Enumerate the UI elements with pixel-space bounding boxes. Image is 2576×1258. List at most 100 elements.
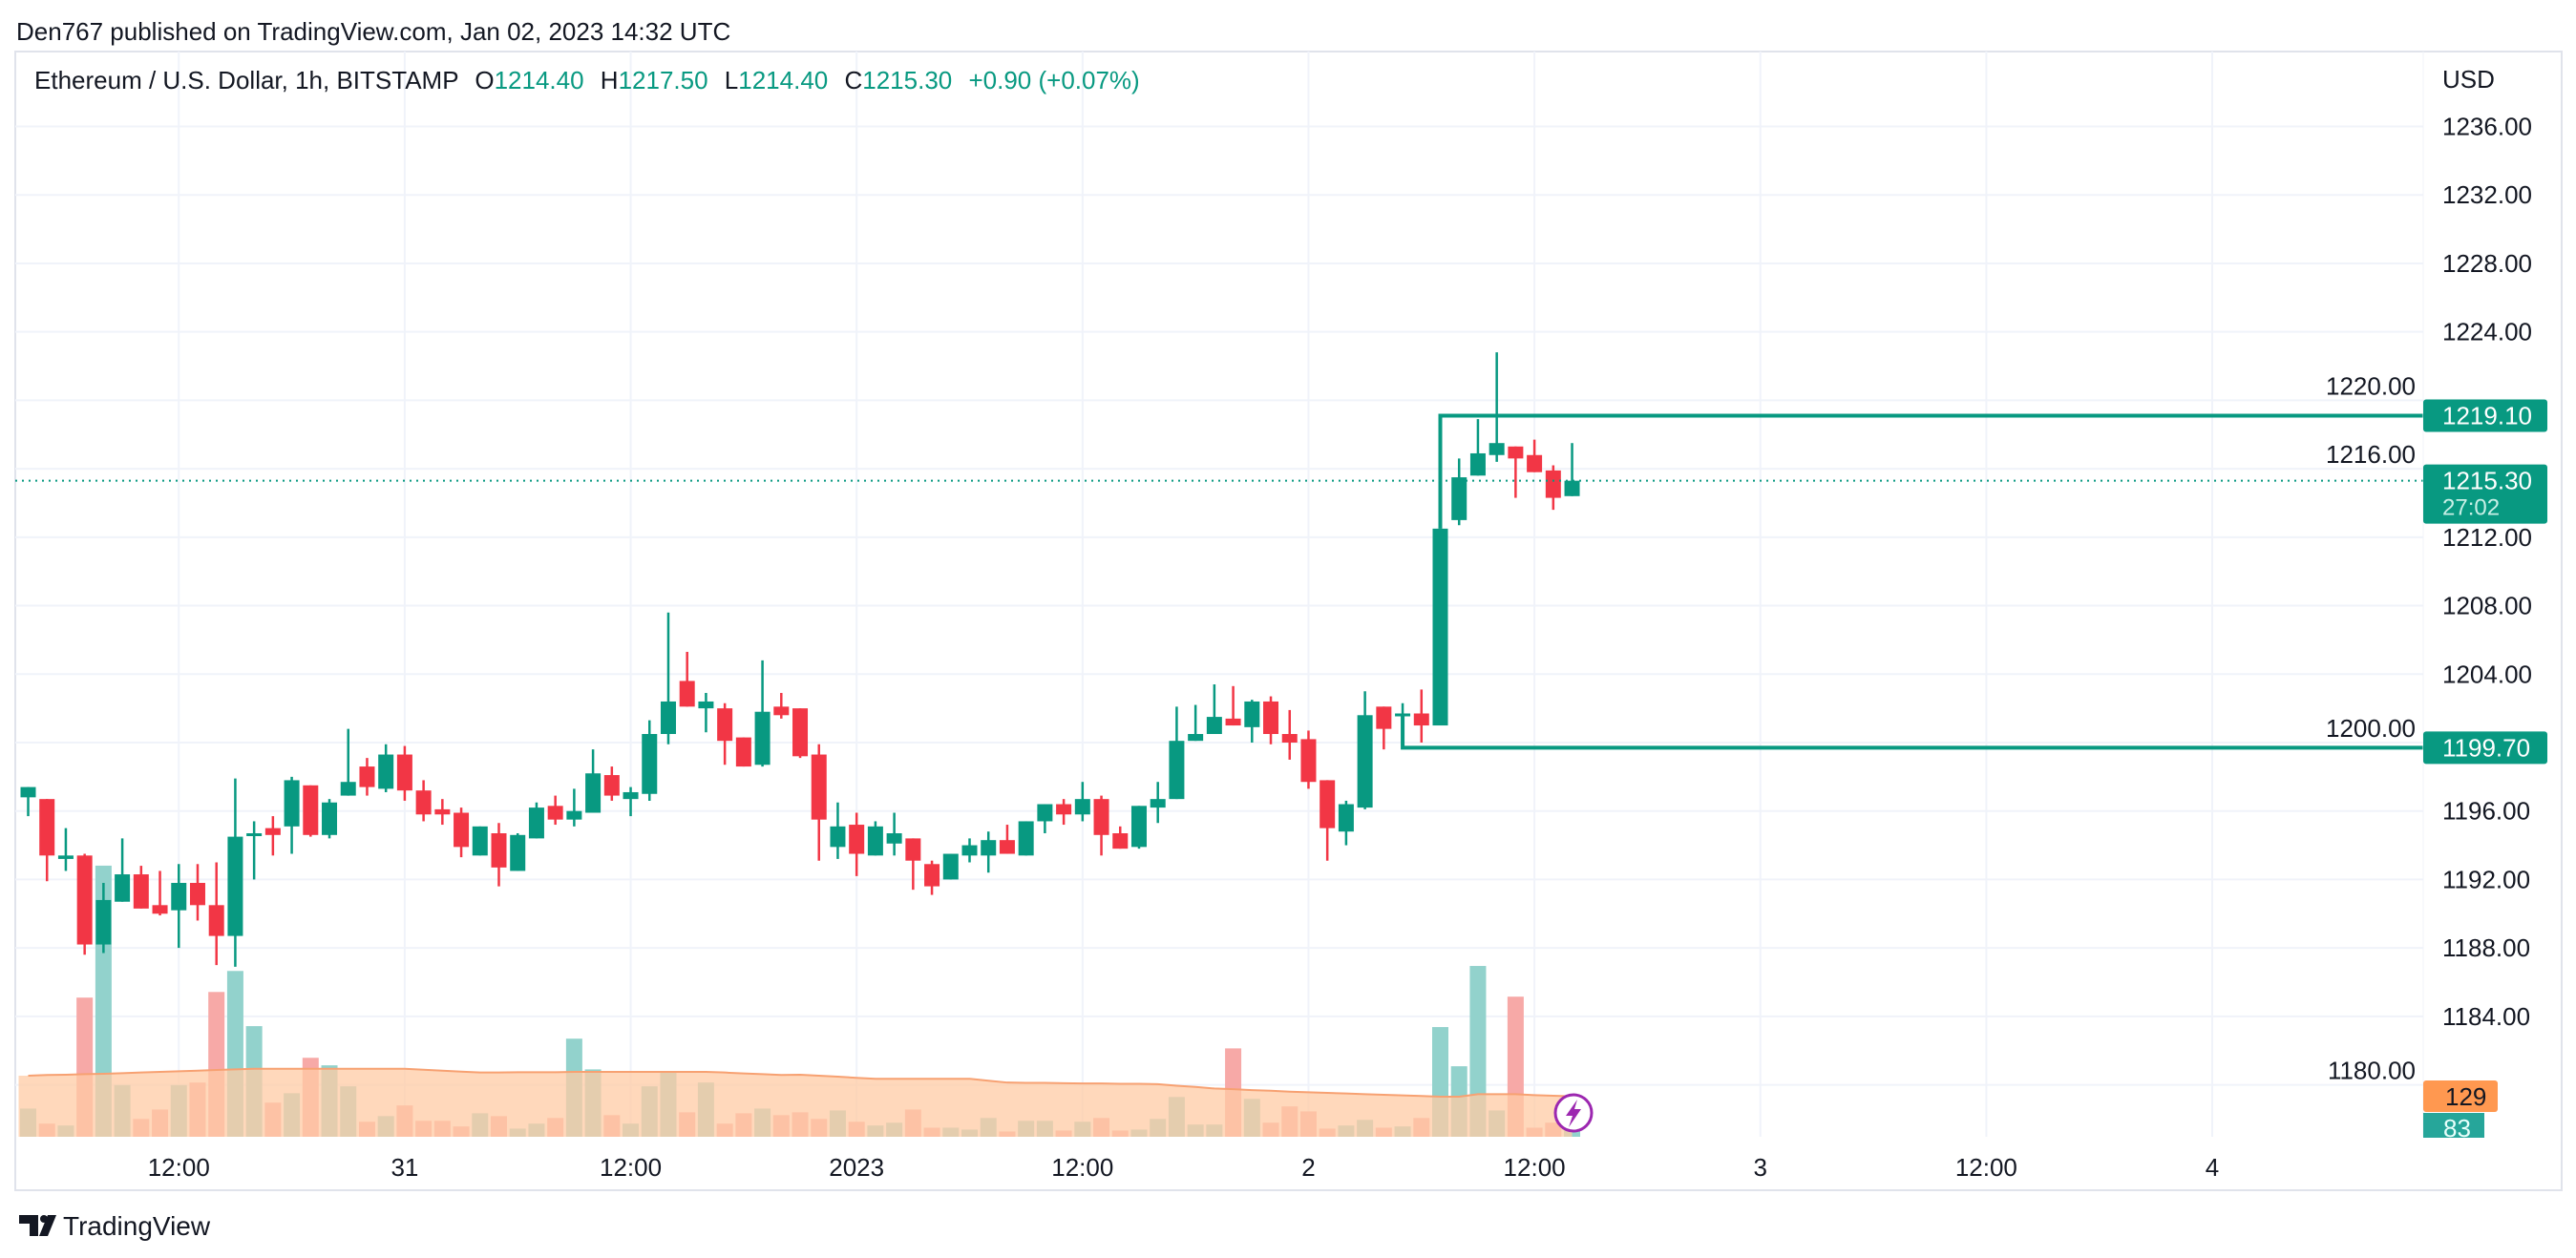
candle[interactable] [472, 826, 488, 856]
candle[interactable] [1150, 782, 1166, 824]
candle[interactable] [1206, 684, 1222, 735]
candle[interactable] [227, 778, 243, 967]
candle[interactable] [1188, 704, 1204, 742]
candle[interactable] [133, 866, 149, 909]
candle-body [454, 812, 470, 848]
candle[interactable] [1357, 691, 1373, 809]
candle[interactable] [510, 833, 526, 871]
candle[interactable] [585, 749, 602, 813]
candle[interactable] [1564, 443, 1580, 496]
candle[interactable] [115, 838, 131, 902]
candle[interactable] [491, 823, 507, 887]
candle[interactable] [1074, 782, 1090, 822]
price-tick-label: 1180.00 [2328, 1057, 2416, 1085]
candle[interactable] [303, 785, 319, 837]
candle[interactable] [1225, 685, 1241, 726]
candle[interactable] [322, 799, 338, 839]
candle[interactable] [886, 812, 902, 856]
candle[interactable] [528, 802, 544, 839]
candle[interactable] [1093, 795, 1109, 856]
candle[interactable] [1508, 446, 1524, 498]
candle[interactable] [1489, 352, 1505, 462]
candle[interactable] [1056, 799, 1072, 826]
candle[interactable] [454, 807, 470, 858]
candle[interactable] [623, 786, 639, 817]
high-value: 1217.50 [619, 66, 708, 94]
candle[interactable] [792, 708, 809, 759]
last-price-badge: 1215.30 27:02 [2423, 464, 2547, 524]
candle[interactable] [1263, 696, 1279, 744]
candle[interactable] [1338, 800, 1354, 846]
candle[interactable] [1281, 709, 1298, 760]
candle[interactable] [1300, 730, 1317, 789]
candle[interactable] [189, 864, 205, 921]
candle[interactable] [642, 720, 658, 801]
candle[interactable] [1376, 706, 1392, 750]
candle[interactable] [95, 883, 112, 954]
candle[interactable] [1469, 419, 1486, 476]
candle[interactable] [981, 831, 997, 873]
candle[interactable] [20, 786, 36, 817]
price-tick-label: 1212.00 [2442, 523, 2532, 552]
candle[interactable] [905, 838, 921, 891]
candle[interactable] [1413, 689, 1429, 743]
candle[interactable] [1112, 826, 1129, 849]
candle[interactable] [246, 821, 263, 880]
resistance-line[interactable] [1438, 413, 2424, 529]
candle[interactable] [1244, 700, 1260, 743]
candle[interactable] [396, 745, 412, 801]
candle[interactable] [735, 737, 751, 767]
lightning-icon[interactable] [1553, 1093, 1594, 1133]
candle[interactable] [1169, 706, 1185, 800]
candle[interactable] [924, 860, 940, 895]
ohlc-legend: Ethereum / U.S. Dollar, 1h, BITSTAMP O12… [34, 66, 1140, 94]
candle[interactable] [773, 692, 790, 719]
candle[interactable] [415, 780, 432, 822]
candle[interactable] [603, 766, 620, 801]
candle[interactable] [264, 816, 281, 856]
candle[interactable] [717, 702, 733, 765]
candle[interactable] [39, 799, 55, 882]
candle[interactable] [867, 821, 883, 856]
candle[interactable] [660, 612, 676, 744]
candle[interactable] [1130, 806, 1147, 849]
time-scale[interactable]: 12:00 31 12:00 2023 12:00 2 12:00 3 12:00 4 [148, 1153, 2220, 1182]
candle[interactable] [999, 825, 1015, 854]
support-line[interactable] [1401, 713, 2423, 750]
candle[interactable] [57, 828, 74, 871]
candle[interactable] [961, 838, 978, 863]
candle[interactable] [340, 728, 356, 796]
candle[interactable] [754, 660, 771, 767]
candle[interactable] [1451, 458, 1467, 526]
candle[interactable] [1545, 465, 1561, 511]
price-scale[interactable]: 1236.00 1232.00 1228.00 1224.00 1220.00 1216.… [2326, 113, 2532, 1085]
candle[interactable] [152, 870, 168, 916]
candle[interactable] [76, 853, 93, 955]
candle[interactable] [566, 788, 582, 827]
drawings[interactable] [1401, 413, 2424, 750]
candle[interactable] [359, 758, 375, 796]
candle[interactable] [1037, 804, 1053, 834]
candle[interactable] [849, 812, 865, 876]
candle[interactable] [208, 862, 224, 966]
candle[interactable] [1018, 821, 1034, 856]
candle[interactable] [942, 853, 959, 880]
tradingview-logo[interactable]: TradingView [19, 1211, 211, 1241]
candle[interactable] [547, 795, 563, 826]
candle[interactable] [434, 799, 451, 826]
candle[interactable] [171, 864, 187, 949]
candle[interactable] [830, 802, 846, 859]
candle[interactable] [679, 651, 695, 707]
candle[interactable] [1527, 439, 1543, 472]
candle[interactable] [698, 692, 714, 733]
candle[interactable] [1320, 780, 1336, 861]
candle-body [378, 754, 394, 789]
candle[interactable] [1432, 528, 1448, 726]
candle[interactable] [284, 776, 300, 854]
candle[interactable] [811, 744, 827, 861]
time-tick-label: 3 [1754, 1153, 1767, 1182]
candles[interactable] [20, 352, 1580, 967]
candle[interactable] [378, 744, 394, 792]
candle-body [1263, 701, 1279, 735]
